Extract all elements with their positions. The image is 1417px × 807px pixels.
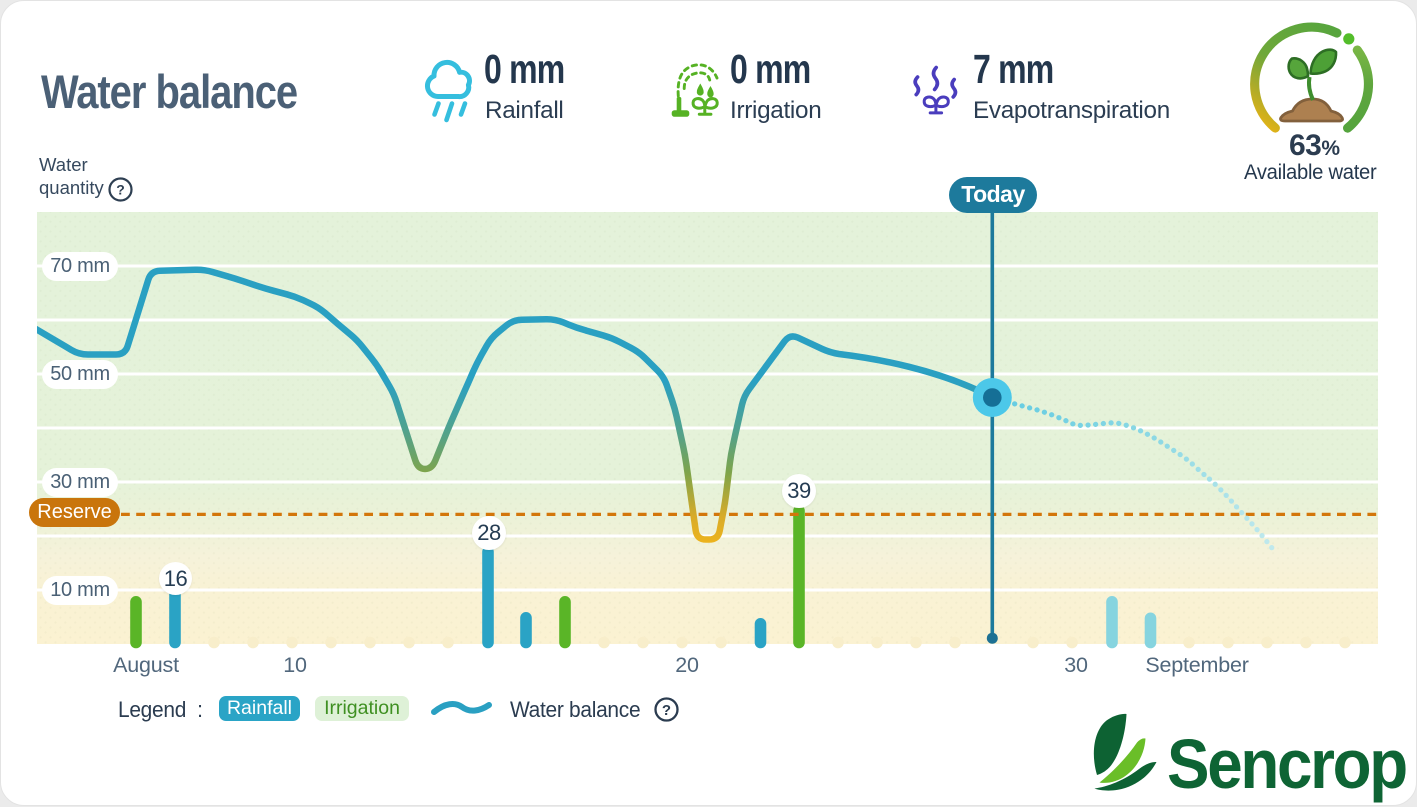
svg-text:?: ? (662, 702, 671, 719)
svg-text:?: ? (116, 182, 125, 198)
